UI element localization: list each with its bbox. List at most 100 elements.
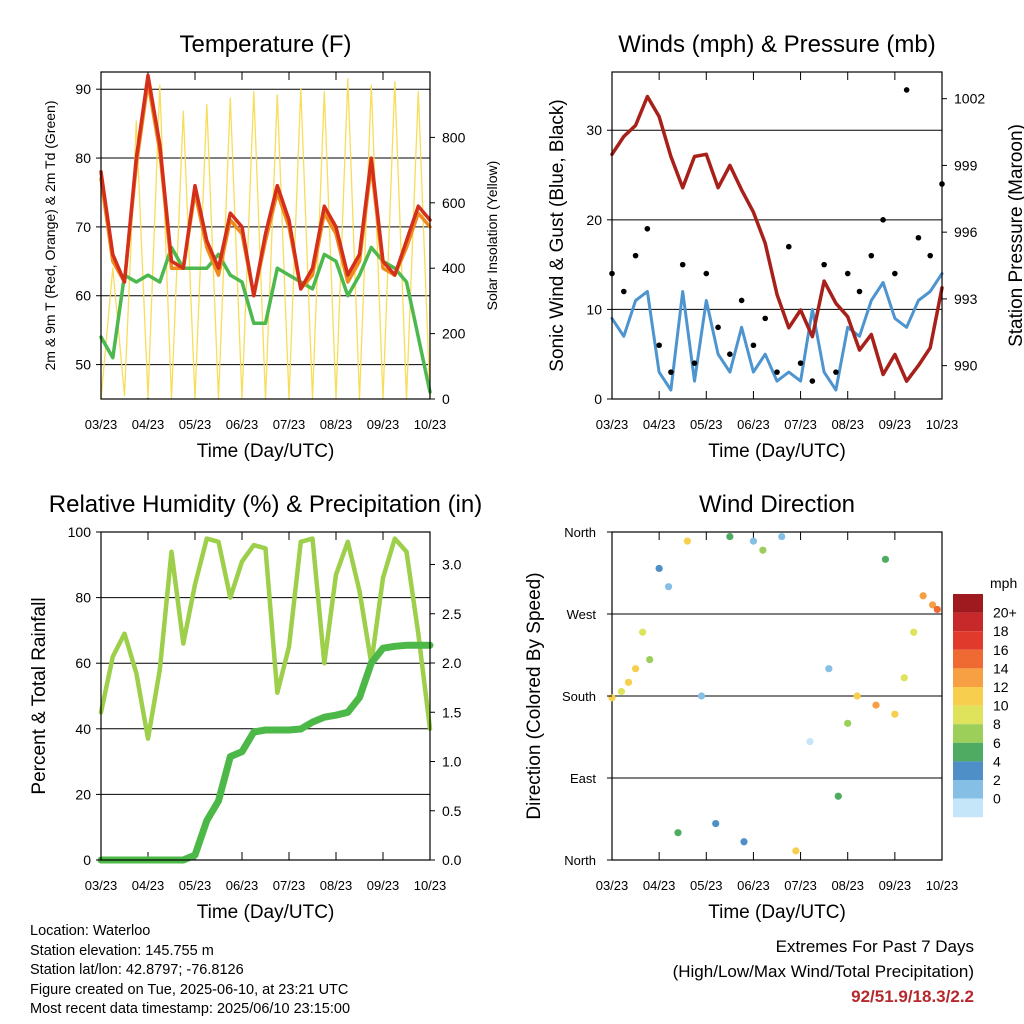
x-tick-label-2-2: 05/23: [179, 878, 212, 893]
y-axis-right-2-label-6: 3.0: [442, 557, 462, 573]
y-axis-left-1-label-2: 20: [586, 212, 602, 228]
direction-point-8: [674, 829, 682, 837]
y-axis-left-1-label-0: 0: [594, 391, 602, 407]
y-axis-label-right-0: Solar Insolation (Yellow): [484, 161, 500, 311]
gust-point-9: [715, 324, 721, 331]
x-tick-label-3-0: 03/23: [596, 878, 629, 893]
legend-swatch-7: [953, 724, 983, 743]
legend-swatch-9: [953, 761, 983, 780]
direction-point-18: [806, 737, 814, 746]
legend-title: mph: [990, 575, 1017, 591]
legend-label-10: 0: [993, 791, 1001, 807]
x-tick-label-2-7: 10/23: [414, 878, 447, 893]
direction-point-19: [825, 665, 833, 673]
x-tick-label-3-3: 06/23: [737, 878, 770, 893]
x-tick-label-1-5: 08/23: [831, 417, 864, 432]
x-tick-label-2-3: 06/23: [226, 878, 259, 893]
series-2m-td: [99, 245, 432, 394]
direction-point-25: [891, 710, 899, 718]
x-tick-label-1-7: 10/23: [926, 417, 959, 432]
y-axis-left-2-label-2: 40: [75, 721, 91, 737]
gust-point-7: [691, 360, 698, 366]
y-axis-label-0: 2m & 9m T (Red, Orange) & 2m Td (Green): [42, 101, 58, 371]
gust-point-12: [750, 342, 757, 349]
direction-point-28: [919, 592, 927, 600]
x-axis-label-1: Time (Day/UTC): [708, 441, 846, 462]
legend-swatch-10: [953, 780, 983, 799]
y-axis-right-1-label-4: 1002: [954, 91, 985, 107]
x-tick-label-2-1: 04/23: [132, 878, 165, 893]
direction-point-30: [933, 605, 941, 614]
y-axis-right-1-label-0: 990: [954, 358, 978, 374]
latlon-text: Station lat/lon: 42.8797; -76.8126: [30, 962, 244, 978]
gust-point-24: [892, 270, 898, 277]
direction-point-29: [928, 601, 937, 609]
x-tick-label-1-6: 09/23: [879, 417, 912, 432]
gust-point-16: [797, 360, 804, 366]
y-axis-left-3-label-0: North: [564, 853, 596, 868]
legend-label-6: 8: [993, 716, 1001, 732]
x-tick-label-1-0: 03/23: [596, 417, 629, 432]
legend-label-2: 16: [993, 642, 1009, 658]
direction-point-27: [910, 628, 918, 636]
legend-label-7: 6: [993, 735, 1001, 751]
x-tick-label-0-4: 07/23: [273, 417, 306, 432]
location-text: Location: Waterloo: [30, 923, 151, 939]
y-axis-right-1-label-1: 993: [954, 291, 978, 307]
series-total-precipitation: [97, 641, 434, 864]
direction-point-26: [900, 674, 908, 682]
legend-label-1: 18: [993, 623, 1009, 639]
gust-point-17: [809, 378, 816, 384]
y-axis-left-0-label-4: 90: [75, 81, 91, 97]
gust-point-4: [656, 342, 662, 349]
gust-point-11: [738, 297, 745, 304]
y-axis-right-2-label-0: 0.0: [442, 852, 462, 868]
direction-point-9: [683, 537, 692, 545]
legend-label-3: 14: [993, 660, 1009, 676]
extremes-value: 92/51.9/18.3/2.2: [851, 987, 974, 1006]
direction-point-11: [712, 819, 720, 828]
direction-point-14: [749, 537, 758, 545]
x-tick-label-3-5: 08/23: [831, 878, 864, 893]
x-tick-label-3-1: 04/23: [643, 878, 676, 893]
x-tick-label-0-5: 08/23: [320, 417, 353, 432]
gust-point-25: [903, 87, 910, 93]
series-station-pressure: [610, 94, 944, 383]
y-axis-right-2-label-2: 1.0: [442, 754, 462, 770]
direction-point-0: [608, 694, 616, 702]
direction-point-16: [778, 532, 786, 541]
gust-point-2: [632, 252, 639, 259]
x-tick-label-1-1: 04/23: [643, 417, 676, 432]
y-axis-left-0-label-0: 50: [75, 357, 91, 373]
recent-text: Most recent data timestamp: 2025/06/10 2…: [30, 1001, 351, 1017]
y-axis-right-1-label-3: 999: [954, 157, 978, 173]
direction-point-10: [697, 692, 706, 700]
direction-point-22: [853, 692, 861, 700]
elevation-text: Station elevation: 145.755 m: [30, 942, 214, 959]
gust-point-8: [703, 270, 710, 277]
x-tick-label-2-4: 07/23: [273, 878, 306, 893]
y-axis-right-0-label-1: 200: [442, 326, 466, 342]
legend-label-4: 12: [993, 679, 1009, 695]
station-info: Location: Waterloo Station elevation: 14…: [30, 922, 350, 1020]
gust-point-18: [821, 261, 827, 268]
direction-point-13: [740, 838, 748, 846]
y-axis-left-2-label-4: 80: [75, 590, 91, 606]
gust-point-6: [679, 261, 686, 268]
series-relative-humidity: [98, 536, 433, 741]
x-tick-label-2-5: 08/23: [320, 878, 353, 893]
gust-point-21: [856, 288, 863, 295]
legend-label-8: 4: [993, 753, 1001, 769]
chart-title-0: Temperature (F): [179, 31, 351, 58]
y-axis-right-0-label-2: 400: [442, 260, 466, 276]
x-tick-label-1-2: 05/23: [690, 417, 723, 432]
chart-title-2: Relative Humidity (%) & Precipitation (i…: [49, 491, 482, 518]
y-axis-right-2-label-4: 2.0: [442, 655, 462, 671]
gust-point-26: [915, 234, 922, 241]
x-axis-label-0: Time (Day/UTC): [197, 441, 335, 462]
y-axis-left-1-label-1: 10: [586, 301, 602, 317]
legend-label-0: 20+: [993, 605, 1017, 621]
direction-point-5: [646, 655, 654, 664]
y-axis-left-2-label-5: 100: [68, 524, 92, 540]
